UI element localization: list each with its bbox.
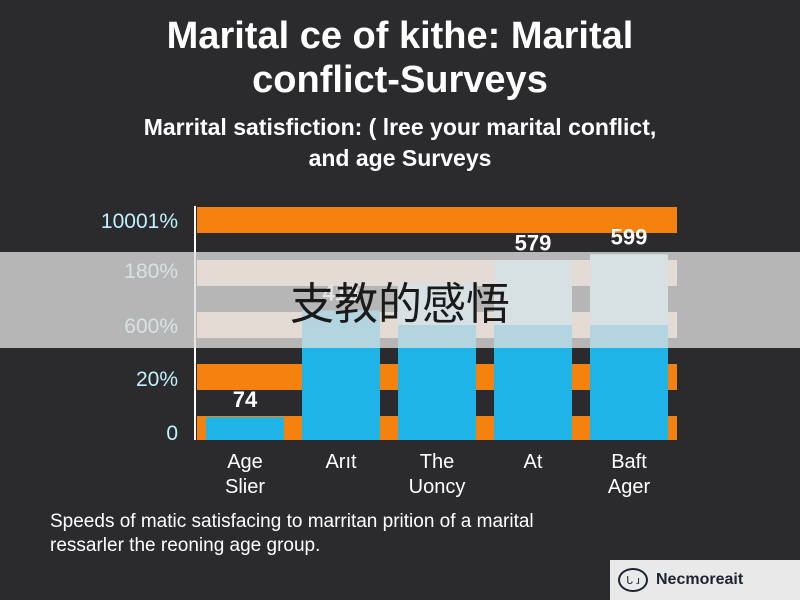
band-0	[197, 207, 677, 233]
x-axis-labels: Age Slier Arıt The Uoncy At Baft Ager	[225, 451, 650, 498]
data-label: 599	[611, 224, 648, 249]
x-tick-label: At	[524, 451, 543, 473]
chart-subtitle: Marrital satisfiction: ( lree your marit…	[143, 114, 657, 171]
brand-logo-icon: ᒐ ɹ	[618, 568, 648, 592]
x-tick-label: Arıt	[325, 451, 357, 473]
overlay-text: 支教的感悟	[290, 280, 510, 329]
x-tick-label: Slier	[225, 476, 265, 498]
x-tick-label: Baft	[611, 451, 647, 473]
watermark-overlay: 支教的感悟	[0, 252, 800, 348]
x-tick-label: Ager	[608, 476, 651, 498]
y-tick-label: 10001%	[101, 210, 178, 233]
x-tick-label: The	[420, 451, 454, 473]
chart-caption: Speeds of matic satisfacing to marritan …	[50, 511, 534, 556]
x-tick-label: Uoncy	[409, 476, 466, 498]
data-label: 74	[233, 387, 258, 412]
bar	[206, 417, 284, 440]
x-tick-label: Age	[227, 451, 263, 473]
brand-badge: ᒐ ɹ Necmoreait	[610, 560, 800, 600]
chart-title: Marital ce of kithe: Marital conflict-Su…	[166, 15, 634, 101]
data-label: 579	[515, 231, 552, 256]
y-tick-label: 0	[166, 422, 178, 445]
brand-name: Necmoreait	[656, 571, 744, 588]
y-tick-label: 20%	[136, 368, 178, 391]
